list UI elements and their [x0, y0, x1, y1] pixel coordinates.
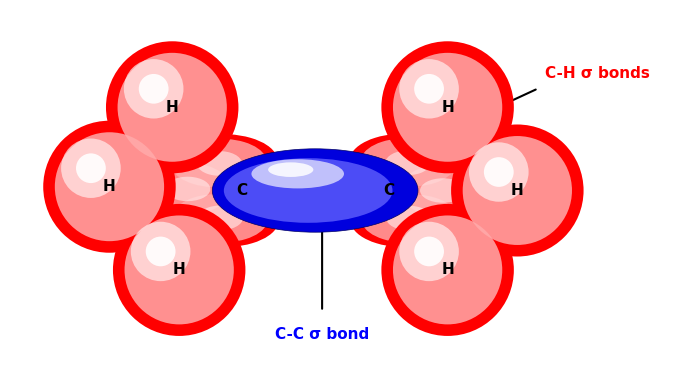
Text: C: C: [383, 183, 394, 198]
Ellipse shape: [484, 157, 514, 187]
Ellipse shape: [160, 134, 278, 192]
Ellipse shape: [124, 59, 183, 118]
Ellipse shape: [76, 154, 106, 183]
Text: H: H: [166, 100, 179, 115]
Ellipse shape: [399, 222, 459, 281]
Ellipse shape: [382, 41, 514, 173]
Ellipse shape: [451, 125, 584, 256]
Ellipse shape: [393, 53, 503, 162]
Ellipse shape: [251, 159, 344, 189]
Ellipse shape: [350, 189, 468, 247]
Ellipse shape: [463, 136, 572, 245]
Ellipse shape: [106, 41, 239, 173]
Ellipse shape: [386, 150, 430, 175]
Text: C-C σ bond: C-C σ bond: [275, 327, 369, 342]
Ellipse shape: [414, 237, 444, 266]
Ellipse shape: [43, 121, 176, 253]
Ellipse shape: [393, 216, 503, 324]
Text: C: C: [237, 183, 248, 198]
Text: H: H: [173, 263, 186, 277]
Ellipse shape: [400, 165, 489, 216]
Ellipse shape: [349, 133, 468, 191]
Ellipse shape: [172, 139, 267, 187]
Ellipse shape: [212, 149, 418, 232]
Ellipse shape: [268, 162, 314, 177]
Ellipse shape: [113, 204, 246, 336]
Ellipse shape: [61, 139, 120, 198]
Ellipse shape: [391, 158, 497, 223]
Text: H: H: [441, 263, 454, 277]
Text: C-H σ bonds: C-H σ bonds: [545, 66, 650, 81]
Ellipse shape: [469, 142, 528, 202]
Ellipse shape: [360, 138, 456, 187]
Ellipse shape: [161, 189, 279, 247]
Ellipse shape: [164, 177, 210, 201]
Ellipse shape: [139, 74, 169, 104]
Ellipse shape: [386, 206, 431, 231]
Text: H: H: [103, 179, 116, 194]
Ellipse shape: [55, 132, 164, 241]
Text: H: H: [441, 100, 454, 115]
Ellipse shape: [361, 194, 457, 243]
Ellipse shape: [224, 158, 393, 223]
Ellipse shape: [172, 194, 268, 242]
Ellipse shape: [142, 163, 231, 215]
Ellipse shape: [133, 157, 239, 221]
Ellipse shape: [118, 53, 227, 162]
Ellipse shape: [146, 237, 176, 266]
Ellipse shape: [382, 204, 514, 336]
Text: H: H: [511, 183, 524, 198]
Ellipse shape: [131, 222, 190, 281]
Ellipse shape: [414, 74, 444, 104]
Ellipse shape: [125, 216, 234, 324]
Ellipse shape: [399, 59, 459, 118]
Ellipse shape: [198, 205, 243, 230]
Ellipse shape: [420, 178, 466, 203]
Ellipse shape: [197, 151, 242, 176]
